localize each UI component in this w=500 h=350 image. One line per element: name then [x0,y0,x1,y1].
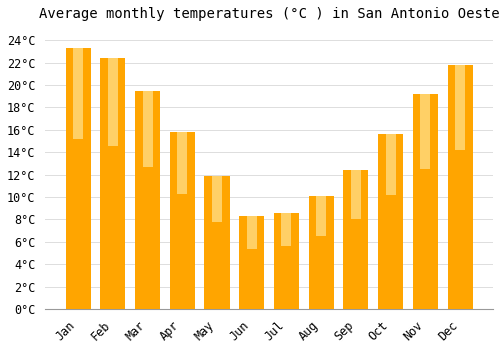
Bar [135,91,160,309]
Bar [100,58,126,309]
Bar [73,48,83,139]
Bar [316,196,326,236]
Bar [344,170,368,309]
Bar [448,65,472,309]
Bar [204,176,230,309]
Bar [246,216,256,248]
Bar [170,132,195,309]
Title: Average monthly temperatures (°C ) in San Antonio Oeste: Average monthly temperatures (°C ) in Sa… [39,7,500,21]
Bar [351,170,361,219]
Bar [66,48,90,309]
Bar [178,132,188,194]
Bar [274,213,299,309]
Bar [455,65,465,150]
Bar [108,58,118,146]
Bar [282,213,292,246]
Bar [378,134,403,309]
Bar [413,94,438,309]
Bar [239,216,264,309]
Bar [308,196,334,309]
Bar [386,134,396,195]
Bar [212,176,222,222]
Bar [420,94,430,169]
Bar [142,91,152,167]
